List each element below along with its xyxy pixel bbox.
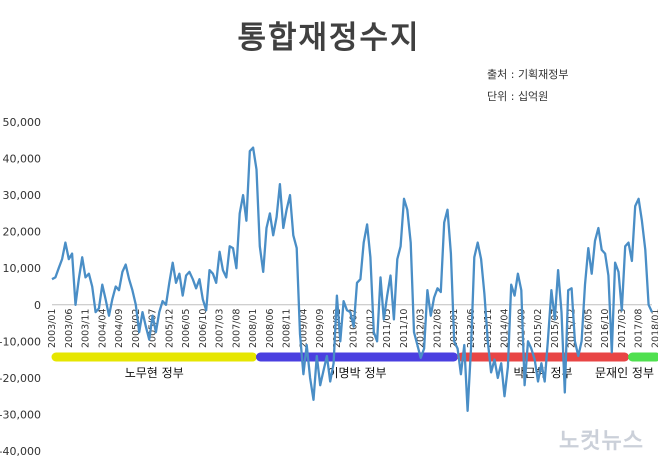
x-tick-label: 2010/02	[332, 309, 343, 348]
x-tick-label: 2003/11	[81, 309, 92, 348]
x-tick-label: 2004/09	[114, 309, 125, 348]
x-tick-label: 2005/02	[131, 309, 142, 348]
x-tick-label: 2018/01	[650, 309, 658, 348]
y-tick-label: -40,000	[0, 445, 41, 458]
y-tick-label: 20,000	[3, 226, 42, 239]
x-tick-label: 2011/05	[382, 309, 393, 348]
x-tick-label: 2010/07	[349, 309, 360, 348]
x-tick-label: 2016/05	[583, 309, 594, 348]
y-tick-label: 10,000	[3, 262, 42, 275]
x-tick-label: 2008/01	[248, 309, 259, 348]
y-tick-label: 50,000	[3, 116, 42, 129]
x-tick-label: 2011/10	[399, 309, 410, 348]
x-tick-label: 2012/03	[416, 309, 427, 348]
x-tick-label: 2015/07	[550, 309, 561, 348]
y-tick-label: -20,000	[0, 372, 41, 385]
x-tick-label: 2006/10	[198, 309, 209, 348]
unit-note: 단위 : 십억원	[487, 90, 549, 103]
era-label: 문재인 정부	[595, 366, 654, 380]
x-tick-label: 2013/11	[483, 309, 494, 348]
chart-title: 통합재정수지	[237, 20, 421, 56]
y-tick-label: 40,000	[3, 153, 42, 166]
x-tick-label: 2007/03	[215, 309, 226, 348]
x-tick-label: 2003/01	[47, 309, 58, 348]
x-tick-label: 2005/12	[164, 309, 175, 348]
x-tick-label: 2006/05	[181, 309, 192, 348]
x-tick-label: 2015/02	[533, 309, 544, 348]
x-tick-label: 2016/10	[600, 309, 611, 348]
era-label: 이명박 정부	[328, 366, 387, 380]
x-tick-label: 2007/08	[231, 309, 242, 348]
x-tick-label: 2004/04	[97, 309, 108, 348]
source-note: 출처 : 기획재정부	[487, 68, 569, 81]
data-series-line	[51, 146, 654, 412]
x-tick-label: 2008/06	[265, 309, 276, 348]
watermark: 노컷뉴스	[559, 429, 644, 454]
x-tick-label: 2009/04	[298, 309, 309, 348]
era-label: 노무현 정부	[125, 366, 184, 380]
x-tick-label: 2012/08	[432, 309, 443, 348]
x-tick-label: 2010/12	[365, 309, 376, 348]
y-tick-label: -30,000	[0, 408, 41, 421]
x-tick-label: 2005/07	[148, 309, 159, 348]
x-tick-label: 2017/08	[634, 309, 645, 348]
y-tick-label: 30,000	[3, 189, 42, 202]
x-tick-label: 2014/04	[500, 309, 511, 348]
x-tick-label: 2009/09	[315, 309, 326, 348]
y-tick-label: -10,000	[0, 335, 41, 348]
x-tick-label: 2015/12	[567, 309, 578, 348]
x-tick-label: 2008/11	[282, 309, 293, 348]
x-tick-label: 2017/03	[617, 309, 628, 348]
y-tick-label: 0	[34, 299, 41, 312]
x-tick-label: 2003/06	[64, 309, 75, 348]
